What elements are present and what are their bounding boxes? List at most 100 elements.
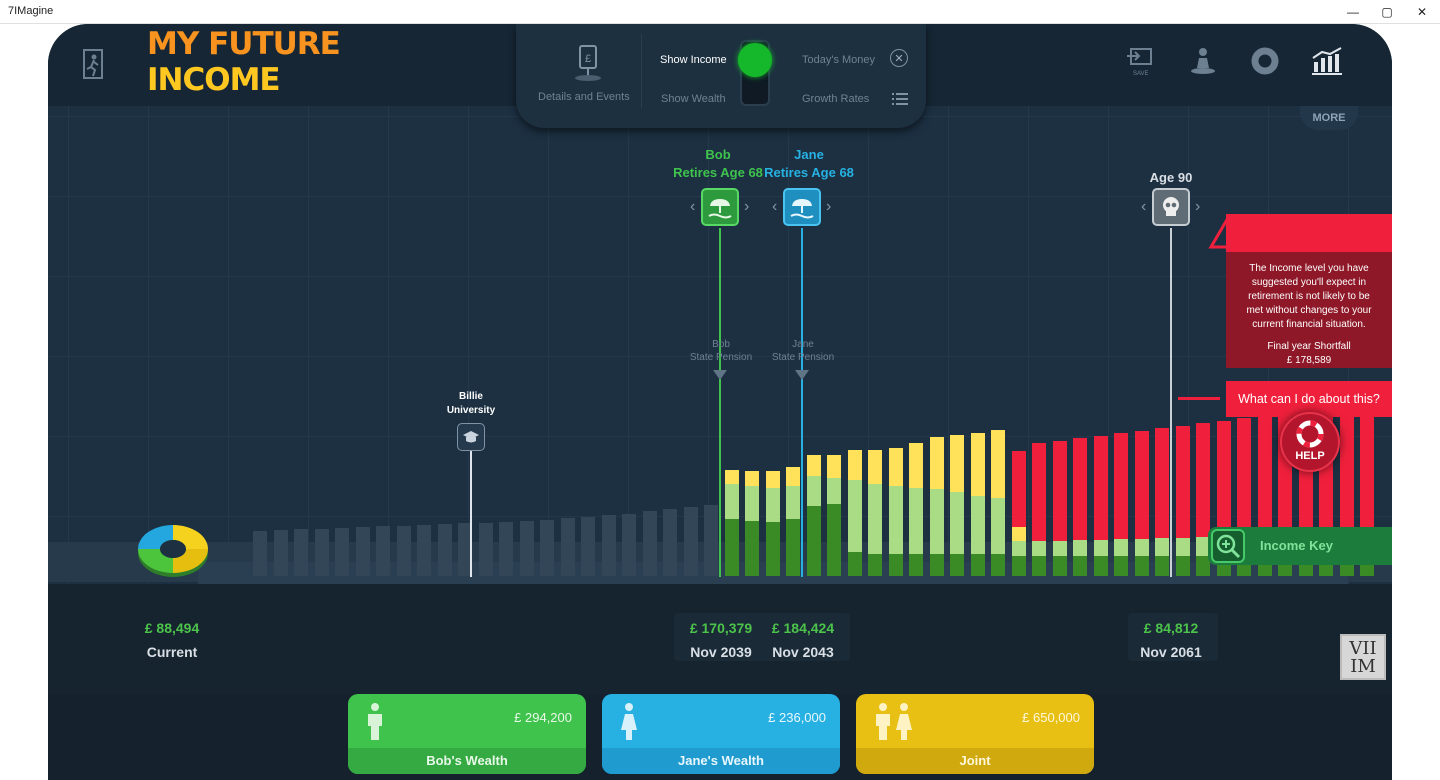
income-bar-dark_green bbox=[1175, 556, 1190, 576]
income-bar-yellow bbox=[950, 435, 964, 492]
income-bar-red bbox=[1175, 426, 1190, 538]
joint-wealth-amount: £ 650,000 bbox=[1022, 710, 1080, 725]
todays-money-option[interactable]: Today's Money bbox=[802, 54, 876, 66]
income-bar-dark_green bbox=[1155, 556, 1169, 576]
logo-line2: IM bbox=[1350, 656, 1376, 677]
jane-next-chevron-icon[interactable]: › bbox=[826, 198, 832, 215]
historic-bar bbox=[704, 505, 718, 576]
income-bar-light_green bbox=[806, 476, 821, 506]
control-panel: £ Details and Events Show Income Show We… bbox=[516, 24, 926, 128]
income-key-label: Income Key bbox=[1260, 538, 1333, 553]
save-label: SAVE bbox=[1133, 71, 1149, 77]
shortfall-alert: The Income level you have suggested you'… bbox=[1226, 214, 1392, 418]
income-bar-light_green bbox=[1073, 540, 1087, 556]
details-icon[interactable]: £ bbox=[572, 44, 602, 84]
billie-university-label: Billie University bbox=[421, 390, 521, 418]
income-bar-red bbox=[1196, 423, 1210, 537]
jane-retire-beach-icon[interactable] bbox=[783, 188, 821, 226]
graduation-cap-icon[interactable] bbox=[457, 423, 485, 451]
more-button[interactable]: MORE bbox=[1300, 106, 1358, 130]
bobs-wealth-card[interactable]: £ 294,200 Bob's Wealth bbox=[348, 694, 586, 774]
janes-wealth-label: Jane's Wealth bbox=[602, 748, 840, 774]
jane-retire-marker-label: Jane Retires Age 68 bbox=[759, 146, 859, 182]
list-icon[interactable] bbox=[892, 92, 908, 106]
income-bar-light_green bbox=[1114, 539, 1128, 556]
what-can-i-do-button[interactable]: What can I do about this? bbox=[1226, 381, 1392, 417]
skull-icon[interactable] bbox=[1152, 188, 1190, 226]
app-root: MY FUTURE INCOME SAVE bbox=[0, 24, 1440, 780]
toggle-knob[interactable] bbox=[738, 43, 772, 77]
wealth-donut-icon[interactable] bbox=[136, 520, 210, 580]
income-bar-yellow bbox=[1011, 527, 1026, 541]
income-bar-dark_green bbox=[827, 504, 841, 576]
income-key-button[interactable]: Income Key bbox=[1208, 527, 1392, 565]
billie-line2: University bbox=[446, 405, 496, 416]
income-bar-yellow bbox=[827, 455, 841, 478]
income-chart-icon[interactable] bbox=[1310, 46, 1344, 76]
help-button[interactable]: HELP bbox=[1280, 412, 1340, 472]
age90-prev-chevron-icon[interactable]: ‹ bbox=[1141, 198, 1147, 215]
bob-retire-line bbox=[719, 228, 721, 577]
growth-rates-option[interactable]: Growth Rates bbox=[802, 93, 870, 105]
income-bar-yellow bbox=[765, 471, 780, 488]
bob-retire-beach-icon[interactable] bbox=[701, 188, 739, 226]
historic-bar bbox=[622, 514, 636, 576]
historic-bar bbox=[540, 520, 554, 576]
income-bar-light_green bbox=[888, 486, 903, 554]
profile-icon[interactable] bbox=[1188, 46, 1218, 76]
control-divider bbox=[641, 34, 642, 108]
show-wealth-option[interactable]: Show Wealth bbox=[661, 93, 726, 105]
janes-wealth-amount: £ 236,000 bbox=[768, 710, 826, 725]
income-bar-yellow bbox=[888, 448, 903, 486]
close-button[interactable]: ✕ bbox=[1416, 5, 1428, 19]
bob-retire-text: Retires Age 68 bbox=[673, 165, 763, 180]
chart-donut-icon[interactable] bbox=[1250, 46, 1280, 76]
main-panel: MY FUTURE INCOME SAVE bbox=[48, 24, 1392, 780]
income-bar-light_green bbox=[827, 478, 841, 504]
income-bar-dark_green bbox=[1093, 556, 1108, 576]
joint-wealth-label: Joint bbox=[856, 748, 1094, 774]
jane-pension-label: Jane State Pension bbox=[760, 338, 846, 364]
jane-pension-line2: State Pension bbox=[771, 352, 835, 363]
maximize-button[interactable]: ▢ bbox=[1381, 5, 1393, 19]
income-bar-light_green bbox=[991, 498, 1005, 554]
jane-prev-chevron-icon[interactable]: ‹ bbox=[772, 198, 778, 215]
save-icon[interactable] bbox=[1125, 46, 1155, 68]
joint-wealth-card[interactable]: £ 650,000 Joint bbox=[856, 694, 1094, 774]
window-titlebar: 7IMagine — ▢ ✕ bbox=[0, 0, 1440, 24]
bob-next-chevron-icon[interactable]: › bbox=[744, 198, 750, 215]
historic-bar bbox=[601, 515, 616, 576]
jane-date: Nov 2043 bbox=[772, 644, 834, 660]
janes-wealth-card[interactable]: £ 236,000 Jane's Wealth bbox=[602, 694, 840, 774]
historic-bar bbox=[253, 531, 267, 576]
age90-next-chevron-icon[interactable]: › bbox=[1195, 198, 1201, 215]
historic-bar bbox=[499, 522, 513, 576]
alert-message: The Income level you have suggested you'… bbox=[1246, 263, 1372, 330]
bob-pension-marker-icon bbox=[713, 370, 727, 380]
income-bar-yellow bbox=[724, 470, 739, 484]
close-circle-icon[interactable]: ✕ bbox=[890, 49, 908, 67]
bob-retire-value: £ 170,379 Nov 2039 bbox=[676, 620, 766, 660]
income-bar-dark_green bbox=[1134, 556, 1149, 576]
historic-bar bbox=[683, 507, 698, 576]
age90-line bbox=[1170, 228, 1172, 577]
income-bar-light_green bbox=[1052, 541, 1067, 556]
exit-icon[interactable] bbox=[82, 48, 104, 80]
alert-body: The Income level you have suggested you'… bbox=[1226, 252, 1392, 368]
billie-line1: Billie bbox=[459, 391, 483, 402]
income-bar-dark_green bbox=[1073, 556, 1087, 576]
minimize-button[interactable]: — bbox=[1347, 5, 1359, 19]
income-bar-red bbox=[1114, 433, 1128, 539]
age90-label: Age 90 bbox=[1149, 170, 1193, 185]
details-and-events-label[interactable]: Details and Events bbox=[538, 91, 630, 103]
income-bar-light_green bbox=[847, 480, 862, 552]
bob-amount: £ 170,379 bbox=[689, 620, 753, 636]
historic-bar bbox=[581, 517, 595, 576]
end-amount: £ 84,812 bbox=[1143, 620, 1199, 636]
income-bar-dark_green bbox=[868, 554, 882, 576]
end-date: Nov 2061 bbox=[1140, 644, 1202, 660]
income-bar-red bbox=[1073, 438, 1087, 540]
show-income-option[interactable]: Show Income bbox=[660, 54, 727, 66]
income-bar-yellow bbox=[745, 471, 759, 486]
bob-prev-chevron-icon[interactable]: ‹ bbox=[690, 198, 696, 215]
